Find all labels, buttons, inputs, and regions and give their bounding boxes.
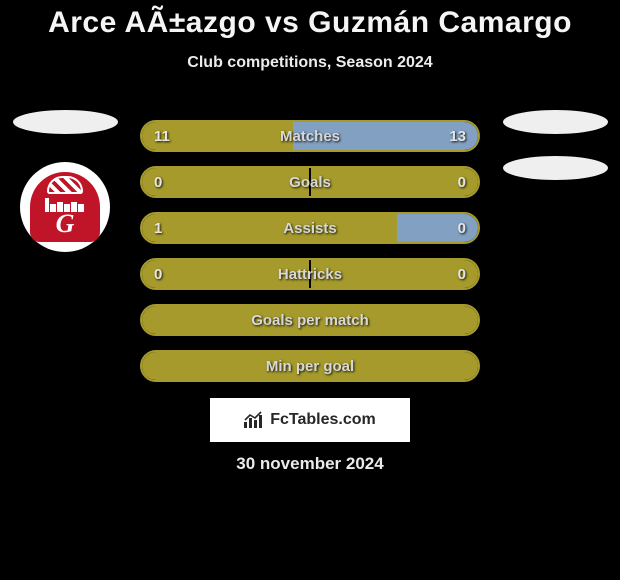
- right-club-pill: [503, 156, 608, 180]
- stat-row: Assists10: [140, 212, 480, 244]
- stat-left-seg: [142, 260, 309, 288]
- brand-text: FcTables.com: [270, 411, 376, 429]
- stats-bars: Matches1113 Goals00 Assists10 Hattricks00 Go…: [140, 120, 480, 396]
- stat-row: Goals per match: [140, 304, 480, 336]
- stat-row: Matches1113: [140, 120, 480, 152]
- left-player-column: G: [10, 110, 120, 252]
- chart-icon: [244, 411, 266, 429]
- right-country-pill: [503, 110, 608, 134]
- right-player-column: [500, 110, 610, 180]
- footer-date: 30 november 2024: [0, 454, 620, 474]
- brand-box: FcTables.com: [210, 398, 410, 442]
- stat-right-seg: [311, 168, 478, 196]
- left-country-pill: [13, 110, 118, 134]
- stat-left-seg: [142, 122, 293, 150]
- stat-left-seg: [142, 214, 397, 242]
- stat-right-seg: [293, 122, 478, 150]
- stat-left-seg: [142, 306, 478, 334]
- page-title: Arce AÃ±azgo vs Guzmán Camargo: [0, 0, 620, 40]
- stat-right-seg: [311, 260, 478, 288]
- stat-row: Min per goal: [140, 350, 480, 382]
- stat-row: Hattricks00: [140, 258, 480, 290]
- subtitle: Club competitions, Season 2024: [0, 54, 620, 72]
- stat-left-seg: [142, 352, 478, 380]
- stat-left-seg: [142, 168, 309, 196]
- left-club-badge: G: [20, 162, 110, 252]
- guabira-badge-icon: G: [30, 172, 100, 242]
- stat-row: Goals00: [140, 166, 480, 198]
- stat-right-seg: [397, 214, 478, 242]
